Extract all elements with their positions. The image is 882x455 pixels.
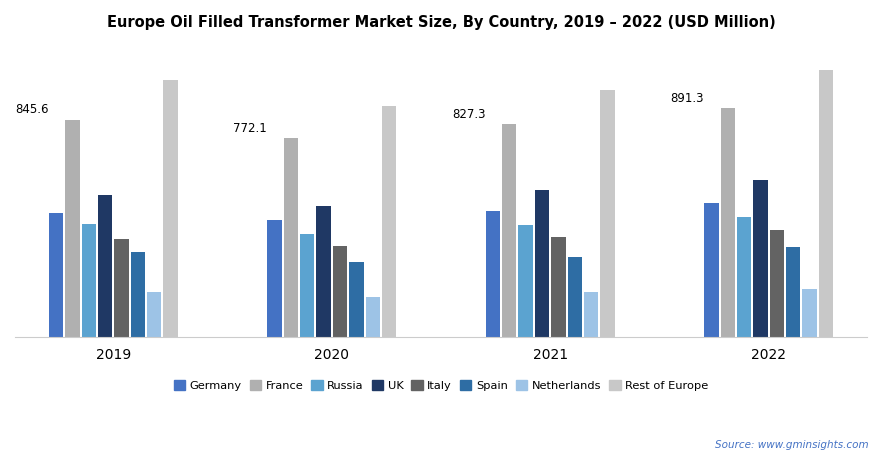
Bar bbox=[284, 138, 298, 337]
Bar bbox=[770, 230, 784, 337]
Bar bbox=[349, 262, 363, 337]
Bar bbox=[300, 234, 314, 337]
Bar bbox=[601, 90, 615, 337]
Bar bbox=[267, 220, 281, 337]
Text: 891.3: 891.3 bbox=[670, 92, 704, 105]
Bar bbox=[818, 70, 833, 337]
Bar bbox=[81, 224, 96, 337]
Bar bbox=[147, 292, 161, 337]
Bar bbox=[486, 211, 500, 337]
Bar bbox=[721, 108, 735, 337]
Bar bbox=[131, 252, 146, 337]
Text: 845.6: 845.6 bbox=[15, 103, 49, 116]
Legend: Germany, France, Russia, UK, Italy, Spain, Netherlands, Rest of Europe: Germany, France, Russia, UK, Italy, Spai… bbox=[174, 380, 708, 391]
Bar bbox=[568, 257, 582, 337]
Bar bbox=[49, 213, 64, 337]
Bar bbox=[584, 292, 598, 337]
Bar bbox=[704, 203, 719, 337]
Bar bbox=[382, 106, 396, 337]
Bar bbox=[502, 124, 517, 337]
Bar bbox=[317, 206, 331, 337]
Bar bbox=[98, 196, 112, 337]
Bar bbox=[333, 246, 348, 337]
Bar bbox=[65, 120, 79, 337]
Bar bbox=[736, 217, 751, 337]
Bar bbox=[534, 190, 549, 337]
Bar bbox=[163, 80, 178, 337]
Bar bbox=[803, 289, 817, 337]
Bar bbox=[753, 180, 767, 337]
Title: Europe Oil Filled Transformer Market Size, By Country, 2019 – 2022 (USD Million): Europe Oil Filled Transformer Market Siz… bbox=[107, 15, 775, 30]
Text: Source: www.gminsights.com: Source: www.gminsights.com bbox=[715, 440, 869, 450]
Bar bbox=[365, 297, 380, 337]
Bar bbox=[551, 237, 565, 337]
Text: 772.1: 772.1 bbox=[234, 122, 267, 135]
Text: 827.3: 827.3 bbox=[452, 108, 485, 121]
Bar bbox=[115, 239, 129, 337]
Bar bbox=[519, 225, 533, 337]
Bar bbox=[786, 247, 801, 337]
